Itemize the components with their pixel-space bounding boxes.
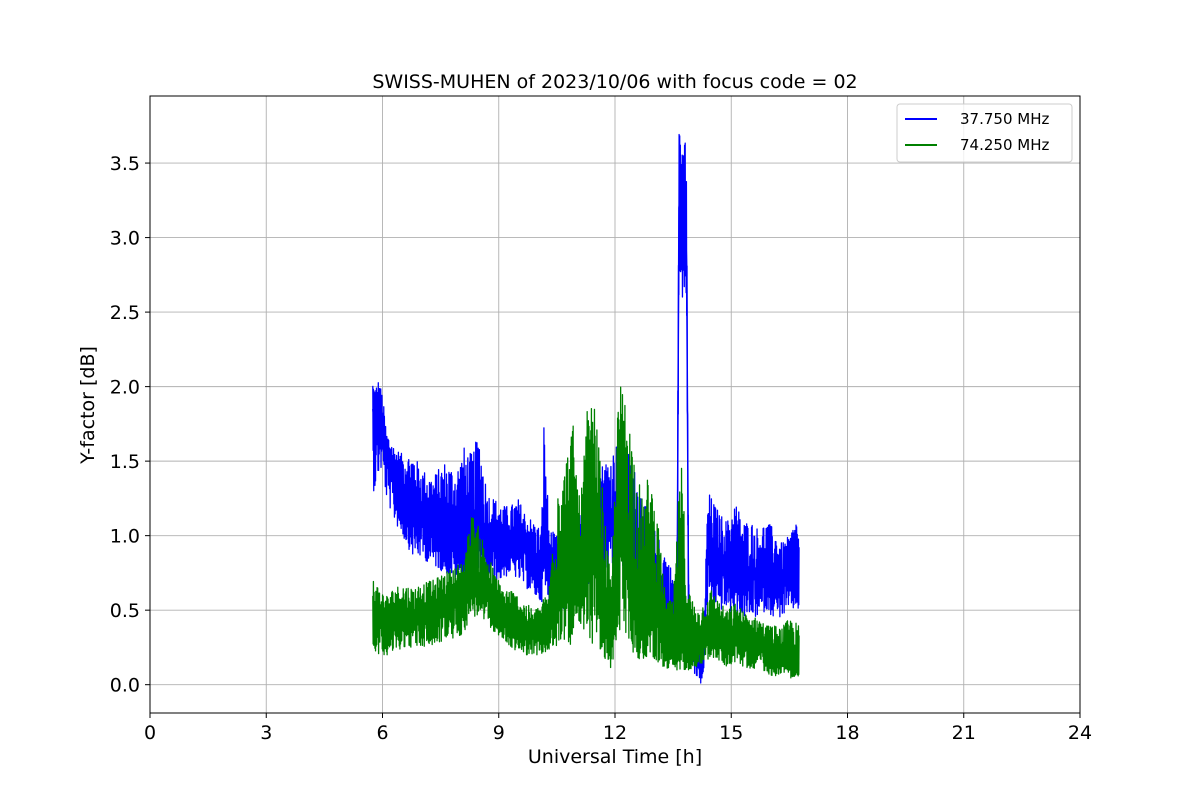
x-tick-label: 18: [835, 722, 859, 744]
x-tick-label: 24: [1068, 722, 1092, 744]
x-tick-label: 15: [719, 722, 743, 744]
x-tick-label: 12: [603, 722, 627, 744]
chart-title: SWISS-MUHEN of 2023/10/06 with focus cod…: [372, 71, 857, 93]
y-tick-label: 3.5: [110, 153, 140, 175]
x-tick-label: 21: [952, 722, 976, 744]
series-2-noise: [372, 386, 800, 679]
y-tick-label: 2.5: [110, 302, 140, 324]
legend: 37.750 MHz 74.250 MHz: [896, 103, 1073, 163]
x-tick-label: 3: [260, 722, 272, 744]
legend-label-series-1: 37.750 MHz: [960, 110, 1049, 128]
y-tick-label: 0.0: [110, 675, 140, 697]
y-tick-label: 0.5: [110, 600, 140, 622]
x-tick-label: 9: [493, 722, 505, 744]
series-layer: [372, 133, 800, 684]
legend-label-series-2: 74.250 MHz: [960, 136, 1049, 154]
series-2-line: [372, 503, 800, 656]
x-tick-label: 0: [144, 722, 156, 744]
legend-box: [896, 103, 1073, 163]
x-axis: 0 3 6 9 12 15 18 21 24: [144, 713, 1092, 744]
x-axis-title: Universal Time [h]: [528, 746, 702, 768]
x-tick-label: 6: [376, 722, 388, 744]
y-tick-label: 1.0: [110, 526, 140, 548]
y-tick-label: 2.0: [110, 377, 140, 399]
y-axis: 0.0 0.5 1.0 1.5 2.0 2.5 3.0 3.5: [110, 153, 150, 697]
y-axis-title: Y-factor [dB]: [77, 346, 99, 465]
series-1-line: [372, 192, 800, 664]
y-tick-label: 3.0: [110, 228, 140, 250]
y-tick-label: 1.5: [110, 451, 140, 473]
